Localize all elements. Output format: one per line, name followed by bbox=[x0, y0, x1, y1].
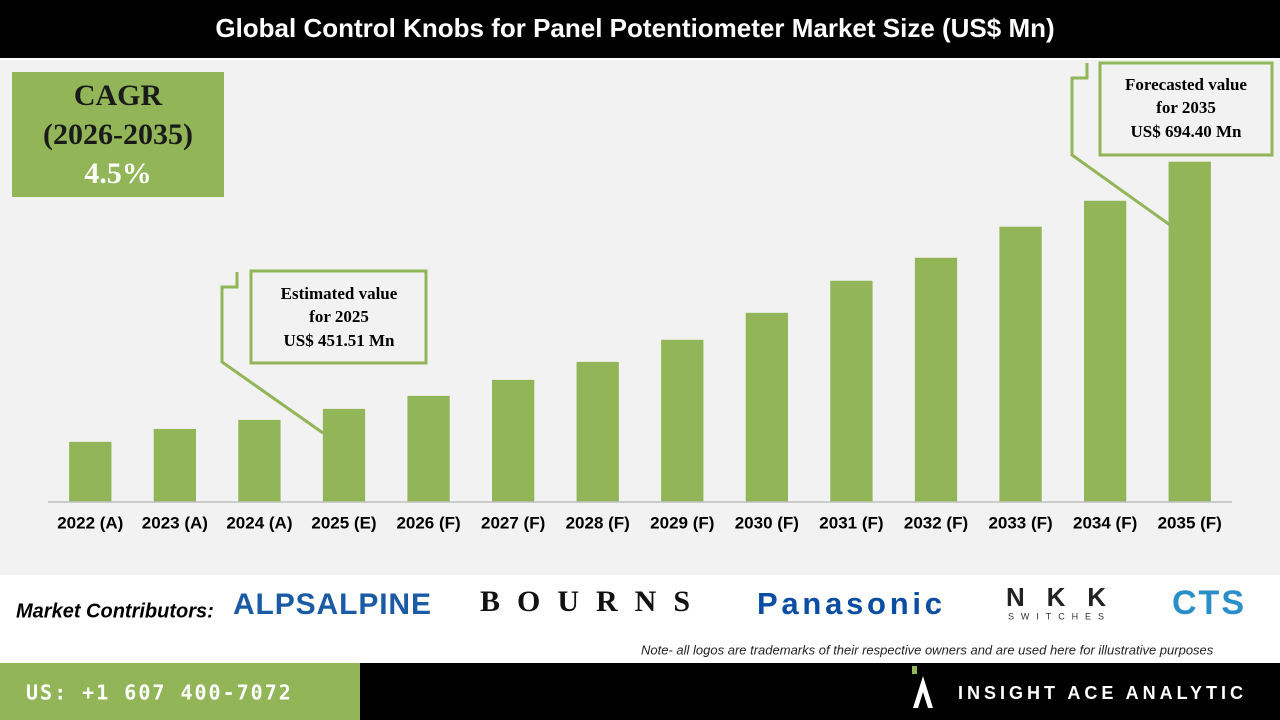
bar bbox=[661, 339, 704, 502]
bar bbox=[238, 419, 281, 502]
bar bbox=[999, 226, 1042, 502]
callout-text: for 2025 bbox=[309, 307, 369, 326]
bar bbox=[576, 361, 619, 502]
x-tick-label: 2032 (F) bbox=[904, 513, 968, 532]
x-tick-label: 2033 (F) bbox=[988, 513, 1052, 532]
x-tick-label: 2024 (A) bbox=[226, 513, 292, 532]
note: Note- all logos are trademarks of their … bbox=[641, 642, 1214, 657]
logo: ALPSALPINE bbox=[233, 588, 431, 621]
x-tick-label: 2022 (A) bbox=[57, 513, 123, 532]
brand-icon bbox=[913, 676, 933, 708]
bar bbox=[1168, 161, 1211, 502]
bar bbox=[322, 408, 366, 502]
bar bbox=[830, 280, 873, 502]
bar bbox=[1084, 200, 1127, 502]
callout-text: for 2035 bbox=[1156, 98, 1216, 117]
title-bar bbox=[0, 0, 1280, 58]
x-tick-label: 2027 (F) bbox=[481, 513, 545, 532]
logo: NKK bbox=[1006, 582, 1106, 612]
callout-box bbox=[1098, 61, 1274, 157]
cagr-period: (2026-2035) bbox=[43, 118, 193, 151]
x-tick-label: 2029 (F) bbox=[650, 513, 714, 532]
x-tick-label: 2034 (F) bbox=[1073, 513, 1137, 532]
x-tick-label: 2025 (E) bbox=[311, 513, 376, 532]
callout-box bbox=[249, 269, 428, 365]
phone: US: +1 607 400-7072 bbox=[26, 681, 293, 705]
callout-line bbox=[220, 272, 324, 435]
x-tick-label: 2028 (F) bbox=[566, 513, 630, 532]
cagr-label: CAGR bbox=[74, 79, 163, 112]
bar bbox=[492, 379, 535, 502]
x-tick-label: 2026 (F) bbox=[396, 513, 460, 532]
bar bbox=[153, 428, 196, 502]
bar bbox=[914, 257, 958, 502]
x-tick-label: 2023 (A) bbox=[142, 513, 208, 532]
x-tick-label: 2035 (F) bbox=[1158, 513, 1222, 532]
bar bbox=[69, 441, 112, 502]
footer-phone-bg bbox=[0, 663, 360, 720]
callout-text: Forecasted value bbox=[1125, 75, 1247, 94]
footer-brand-bg bbox=[360, 663, 1280, 720]
callout-line bbox=[1070, 63, 1171, 227]
x-tick-label: 2030 (F) bbox=[735, 513, 799, 532]
brand-icon-accent bbox=[912, 666, 917, 674]
callout-text: US$ 451.51 Mn bbox=[284, 331, 396, 350]
bar bbox=[407, 395, 450, 502]
bar bbox=[745, 312, 788, 502]
contributors-label: Market Contributors: bbox=[16, 600, 214, 622]
cagr-value: 4.5% bbox=[84, 157, 152, 190]
logo: CTS bbox=[1172, 584, 1244, 622]
callout-text: US$ 694.40 Mn bbox=[1131, 122, 1243, 141]
chart-title: Global Control Knobs for Panel Potentiom… bbox=[215, 13, 1054, 43]
logo: Panasonic bbox=[757, 586, 942, 621]
cagr-box bbox=[12, 72, 224, 197]
callout-text: Estimated value bbox=[281, 284, 398, 303]
brand: INSIGHT ACE ANALYTIC bbox=[958, 683, 1247, 703]
x-tick-label: 2031 (F) bbox=[819, 513, 883, 532]
